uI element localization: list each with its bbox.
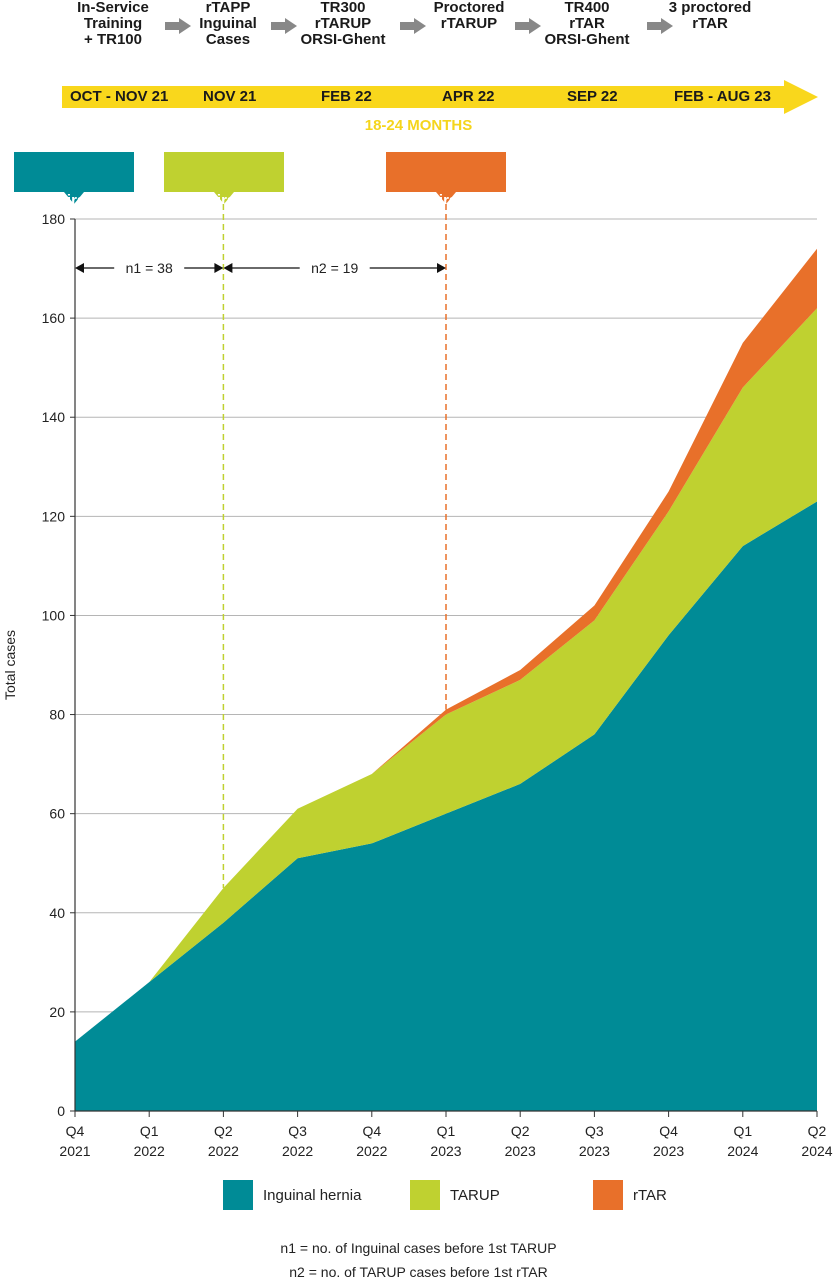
arrow-right-icon	[165, 18, 191, 34]
legend-swatch	[223, 1180, 253, 1210]
x-tick-label: Q2 2022	[208, 1123, 239, 1159]
legend-item-rtar: rTAR	[593, 1180, 667, 1210]
y-axis-label: Total cases	[2, 630, 18, 700]
timeline-label-5: SEP 22	[567, 88, 618, 105]
milestone-1: In-Service Training + TR100	[77, 0, 149, 48]
legend-swatch	[410, 1180, 440, 1210]
arrow-right-icon	[271, 18, 297, 34]
n2-annotation-label: n2 = 19	[311, 260, 358, 276]
flag-shape	[14, 152, 134, 204]
y-tick-label: 180	[42, 211, 66, 227]
legend: Inguinal hernia TARUP rTAR	[0, 1180, 837, 1216]
flag-first-rtar: First rTAR	[386, 152, 506, 227]
n2-annotation-arrow-left-icon	[223, 263, 233, 273]
y-tick-label: 40	[49, 905, 65, 921]
y-tick-label: 0	[57, 1103, 65, 1119]
legend-item-inguinal: Inguinal hernia	[223, 1180, 361, 1210]
arrow-right-icon	[400, 18, 426, 34]
stacked-area-chart: 0 20 40 60 80 100 120 140 160 180 Q4 2021 Q1 2022 Q2 20…	[2, 204, 833, 1159]
arrow-right-icon	[515, 18, 541, 34]
milestone-3: TR300 rTARUP ORSI-Ghent	[300, 0, 386, 48]
x-tick-label: Q1 2024	[727, 1123, 758, 1159]
flag-first-tarup: First TARUP	[164, 152, 284, 227]
timeline-label-6: FEB - AUG 23	[674, 88, 771, 105]
timeline-label-2: NOV 21	[203, 88, 257, 105]
legend-label: rTAR	[633, 1186, 667, 1204]
x-tick-label: Q3 2022	[282, 1123, 313, 1159]
timeline-label-3: FEB 22	[321, 88, 372, 105]
legend-label: Inguinal hernia	[263, 1186, 362, 1204]
legend-label: TARUP	[450, 1186, 500, 1204]
arrow-right-icon	[647, 18, 673, 34]
x-tick-label: Q4 2022	[356, 1123, 387, 1159]
footnote-n1: n1 = no. of Inguinal cases before 1st TA…	[280, 1240, 557, 1256]
n2-annotation-arrow-right-icon	[437, 263, 446, 273]
flag-label: First Inguinal hernia	[20, 192, 128, 227]
legend-item-tarup: TARUP	[410, 1180, 500, 1210]
y-tick-label: 20	[49, 1004, 65, 1020]
flag-first-inguinal: First Inguinal hernia	[14, 152, 134, 227]
footnotes: n1 = no. of Inguinal cases before 1st TA…	[0, 1236, 837, 1284]
n2-annotation-label-bg	[299, 256, 370, 280]
x-tick-label: Q4 2023	[653, 1123, 684, 1159]
timeline-bar: OCT - NOV 21 NOV 21 FEB 22 APR 22 SEP 22…	[62, 80, 818, 114]
milestone-5: TR400 rTAR ORSI-Ghent	[544, 0, 630, 48]
n1-annotation-arrow-left-icon	[75, 263, 84, 273]
milestone-6: 3 proctored rTAR	[668, 0, 752, 32]
milestone-2: rTAPP Inguinal Cases	[199, 0, 257, 48]
x-tick-label: Q2 2024	[801, 1123, 832, 1159]
x-tick-label: Q3 2023	[579, 1123, 610, 1159]
flag-shape	[386, 152, 506, 204]
timeline-label-4: APR 22	[442, 88, 495, 105]
flag-shape	[164, 152, 284, 204]
legend-swatch	[593, 1180, 623, 1210]
n1-annotation-label: n1 = 38	[126, 260, 173, 276]
x-tick-label: Q4 2021	[59, 1123, 90, 1159]
milestone-4: Proctored rTARUP	[433, 0, 505, 32]
timeline-label-1: OCT - NOV 21	[70, 88, 169, 105]
y-tick-label: 160	[42, 310, 66, 326]
y-tick-label: 80	[49, 707, 65, 723]
x-tick-label: Q1 2023	[430, 1123, 461, 1159]
footnote-n2: n2 = no. of TARUP cases before 1st rTAR	[289, 1264, 548, 1280]
n1-annotation-arrow-right-icon	[214, 263, 224, 273]
duration-label: 18-24 MONTHS	[364, 117, 473, 134]
milestones: In-Service Training + TR100 rTAPP Inguin…	[55, 0, 775, 60]
x-tick-label: Q1 2022	[134, 1123, 165, 1159]
y-tick-label: 100	[42, 607, 66, 623]
x-tick-label: Q2 2023	[505, 1123, 536, 1159]
area-inguinal-hernia	[75, 501, 817, 1111]
area-tarup	[75, 308, 817, 1042]
y-tick-label: 140	[42, 409, 66, 425]
n1-annotation-label-bg	[114, 256, 185, 280]
y-tick-label: 120	[42, 508, 66, 524]
timeline-arrow	[62, 80, 818, 114]
y-tick-label: 60	[49, 806, 65, 822]
